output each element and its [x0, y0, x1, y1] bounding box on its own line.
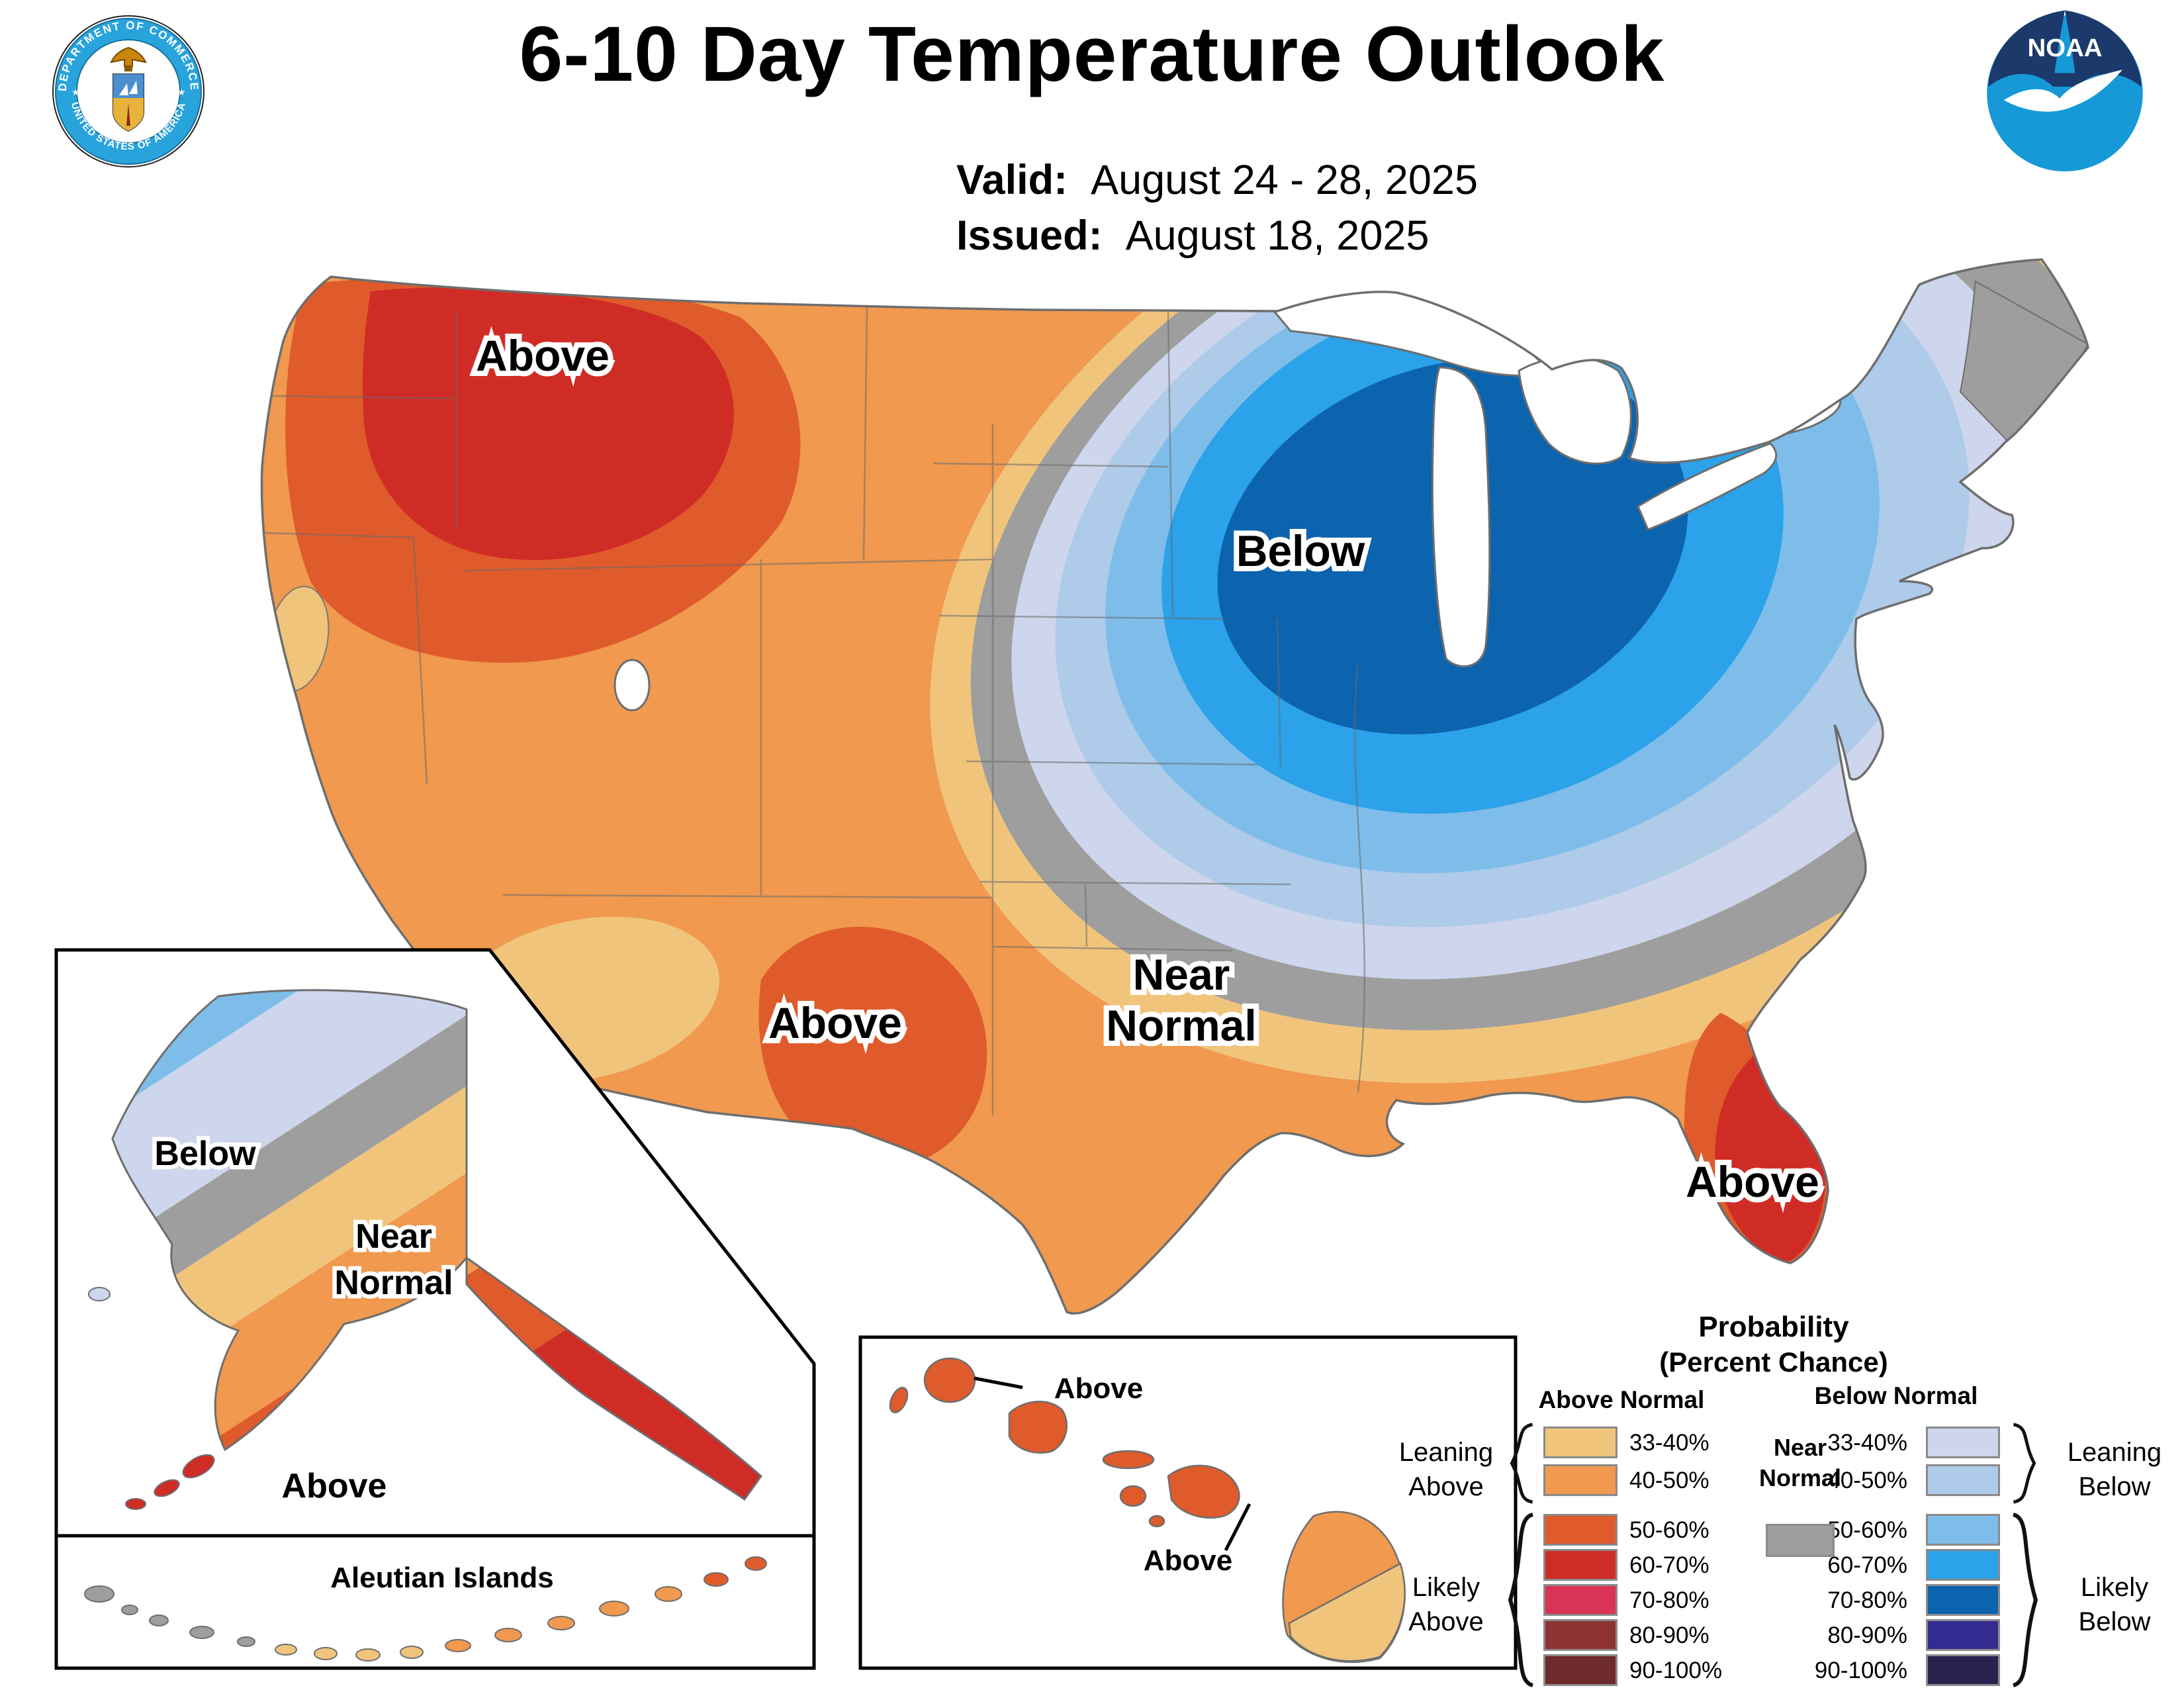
- label-hi-above-1: Above: [1054, 1372, 1143, 1405]
- below-range-40-50: 40-50%: [1827, 1468, 1907, 1493]
- brace-leaning-below: [2013, 1423, 2036, 1504]
- near-normal-swatch: [1766, 1524, 1835, 1557]
- ak-band-below-33-40: [113, 990, 761, 1382]
- above-swatch-80-90: [1543, 1619, 1617, 1651]
- label-above-florida: Above: [1686, 1157, 1819, 1206]
- above-swatch-33-40: [1543, 1427, 1617, 1458]
- below-range-33-40: 33-40%: [1827, 1430, 1907, 1456]
- above-range-40-50: 40-50%: [1629, 1468, 1709, 1493]
- label-ak-below: Below: [154, 1135, 256, 1173]
- issued-value: August 18, 2025: [1125, 212, 1430, 259]
- label-aleutian-islands: Aleutian Islands: [330, 1562, 553, 1594]
- below-swatch-90-100: [1926, 1654, 2000, 1686]
- below-swatch-40-50: [1926, 1464, 2000, 1496]
- above-swatch-50-60: [1543, 1514, 1617, 1546]
- label-below-midwest: Below: [1236, 526, 1365, 575]
- island-kauai: [923, 1357, 976, 1403]
- island-maui: [1167, 1464, 1240, 1519]
- seal-star-left: ★: [71, 87, 80, 97]
- label-near-line1: Near: [1133, 950, 1230, 999]
- legend-above-header: Above Normal: [1538, 1386, 1705, 1413]
- island-lanai: [1119, 1485, 1147, 1507]
- island-kahoolawe: [1148, 1515, 1165, 1528]
- valid-label: Valid:: [956, 157, 1068, 203]
- label-near-line2: Normal: [1106, 1001, 1256, 1050]
- legend-likely-above: Likely Above: [1408, 1573, 1484, 1636]
- conus-map: Above Below Near Normal Above Above: [260, 258, 2089, 1315]
- legend-likely-below: Likely Below: [2078, 1573, 2151, 1636]
- seal-shield-icon: [113, 73, 144, 132]
- brace-likely-above: [1508, 1513, 1534, 1687]
- lake-erie: [1637, 442, 1778, 531]
- below-range-60-70: 60-70%: [1827, 1552, 1907, 1578]
- above-swatch-60-70: [1543, 1549, 1617, 1581]
- above-range-80-90: 80-90%: [1629, 1622, 1709, 1648]
- below-range-70-80: 70-80%: [1827, 1587, 1907, 1613]
- island-molokai: [1102, 1450, 1155, 1470]
- label-above-southwest: Above: [768, 998, 902, 1047]
- above-swatch-90-100: [1543, 1654, 1617, 1686]
- below-swatch-33-40: [1926, 1427, 2000, 1458]
- issued-line: Issued: August 18, 2025: [956, 208, 1478, 263]
- great-lakes: [614, 283, 1842, 712]
- hawaii-inset: Above Above: [858, 1335, 1518, 1670]
- above-range-33-40: 33-40%: [1629, 1430, 1709, 1456]
- above-range-50-60: 50-60%: [1629, 1517, 1709, 1543]
- legend-title: Probability: [1698, 1311, 1849, 1343]
- below-range-50-60: 50-60%: [1827, 1517, 1907, 1543]
- below-swatch-70-80: [1926, 1584, 2000, 1616]
- great-salt-lake: [614, 659, 651, 712]
- brace-leaning-above: [1510, 1423, 1533, 1504]
- island-niihau: [889, 1387, 909, 1413]
- island-oahu: [1008, 1401, 1068, 1454]
- noaa-logo-icon: NOAA: [1987, 10, 2143, 171]
- near-normal-line2: Normal: [1758, 1464, 1842, 1491]
- hawaii-leader-line-1: [974, 1376, 1023, 1389]
- legend-leaning-below: Leaning Below: [2067, 1438, 2162, 1501]
- below-swatch-60-70: [1926, 1549, 2000, 1581]
- above-swatch-70-80: [1543, 1584, 1617, 1616]
- aleutian-inset: Aleutian Islands: [54, 1534, 816, 1670]
- label-above-northwest: Above: [476, 331, 610, 380]
- alaska-tail-islands: [88, 1287, 215, 1510]
- commerce-seal-icon: DEPARTMENT OF COMMERCE UNITED STATES OF …: [52, 15, 205, 167]
- above-range-90-100: 90-100%: [1629, 1658, 1723, 1683]
- above-range-60-70: 60-70%: [1629, 1552, 1709, 1578]
- brace-likely-below: [2012, 1513, 2038, 1687]
- legend-below-header: Below Normal: [1814, 1382, 1978, 1409]
- west-texas-above-50-60: [758, 927, 987, 1169]
- valid-line: Valid: August 24 - 28, 2025: [956, 152, 1478, 208]
- page-title: 6-10 Day Temperature Outlook: [519, 11, 1665, 98]
- label-ak-near-line2: Normal: [334, 1264, 453, 1302]
- seal-eagle-icon: [110, 46, 147, 71]
- below-swatch-80-90: [1926, 1619, 2000, 1651]
- aleutian-inset-box: [54, 1534, 816, 1670]
- legend-near-normal-label: Near Normal: [1734, 1432, 1866, 1493]
- below-range-90-100: 90-100%: [1814, 1658, 1907, 1683]
- label-hi-above-2: Above: [1144, 1544, 1232, 1577]
- northwest-above-60-70: [363, 287, 734, 560]
- lake-michigan: [1431, 366, 1491, 668]
- noaa-logo-text: NOAA: [2028, 34, 2103, 62]
- hawaii-leader-line-2: [1224, 1503, 1251, 1552]
- below-swatch-50-60: [1926, 1514, 2000, 1546]
- above-swatch-40-50: [1543, 1464, 1617, 1496]
- below-range-80-90: 80-90%: [1827, 1622, 1907, 1648]
- near-normal-line1: Near: [1773, 1434, 1827, 1461]
- state-borders: [263, 305, 1366, 1115]
- valid-value: August 24 - 28, 2025: [1091, 157, 1479, 203]
- legend-leaning-above: Leaning Above: [1398, 1438, 1494, 1501]
- seal-star-right: ★: [177, 87, 186, 97]
- label-ak-near-line1: Near: [355, 1217, 432, 1256]
- valid-issued-block: Valid: August 24 - 28, 2025 Issued: Augu…: [956, 152, 1478, 263]
- label-ak-above: Above: [282, 1467, 387, 1505]
- above-range-70-80: 70-80%: [1629, 1587, 1709, 1613]
- legend-subtitle: (Percent Chance): [1659, 1346, 1888, 1378]
- island-hawaii-se: [1288, 1562, 1406, 1662]
- hawaii-islands: [889, 1357, 1406, 1663]
- issued-label: Issued:: [956, 212, 1103, 259]
- aleutian-islands-chain: [84, 1556, 767, 1662]
